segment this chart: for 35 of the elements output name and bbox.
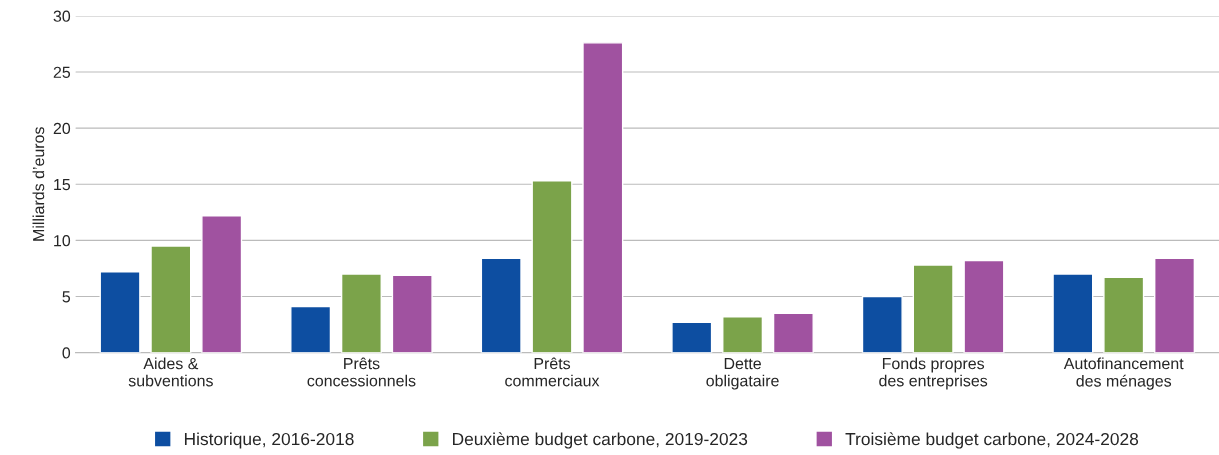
x-tick-label: Fonds propres des entreprises (879, 357, 988, 390)
y-axis-title: Milliards d’euros (32, 127, 45, 241)
bar (340, 273, 382, 353)
bar (480, 257, 522, 353)
bar (963, 259, 1005, 353)
bar (99, 271, 141, 353)
bar (912, 264, 954, 353)
x-tick-label: Dette obligataire (706, 358, 779, 390)
bar (582, 42, 624, 353)
bar (150, 245, 192, 353)
bar (722, 316, 764, 353)
bar (1103, 276, 1145, 353)
x-tick-label: Prêts commerciaux (505, 357, 600, 387)
y-tick-label: 10 (54, 235, 71, 247)
y-tick-label: 25 (53, 66, 71, 78)
x-tick-label: Autofinancement des ménages (1063, 357, 1184, 390)
legend-label: Historique, 2016-2018 (184, 432, 354, 449)
legend-label: Deuxième budget carbone, 2019-2023 (453, 432, 748, 449)
bar (290, 305, 332, 353)
bar (861, 295, 903, 353)
y-tick-label: 15 (54, 179, 71, 191)
bar (201, 215, 243, 353)
x-tick-label: Aides & subventions (128, 357, 213, 387)
y-tick-label: 20 (53, 122, 71, 135)
legend-label: Troisième budget carbone, 2024-2028 (845, 432, 1139, 449)
bar (1052, 273, 1094, 353)
y-tick-label: 5 (62, 291, 71, 303)
bar (391, 274, 433, 353)
bar (531, 180, 573, 353)
bar (1154, 257, 1196, 353)
bar (772, 312, 814, 353)
y-tick-label: 30 (53, 10, 71, 22)
bar (671, 321, 713, 353)
x-tick-label: Prêts concessionnels (307, 357, 416, 387)
y-tick-label: 0 (62, 347, 71, 359)
